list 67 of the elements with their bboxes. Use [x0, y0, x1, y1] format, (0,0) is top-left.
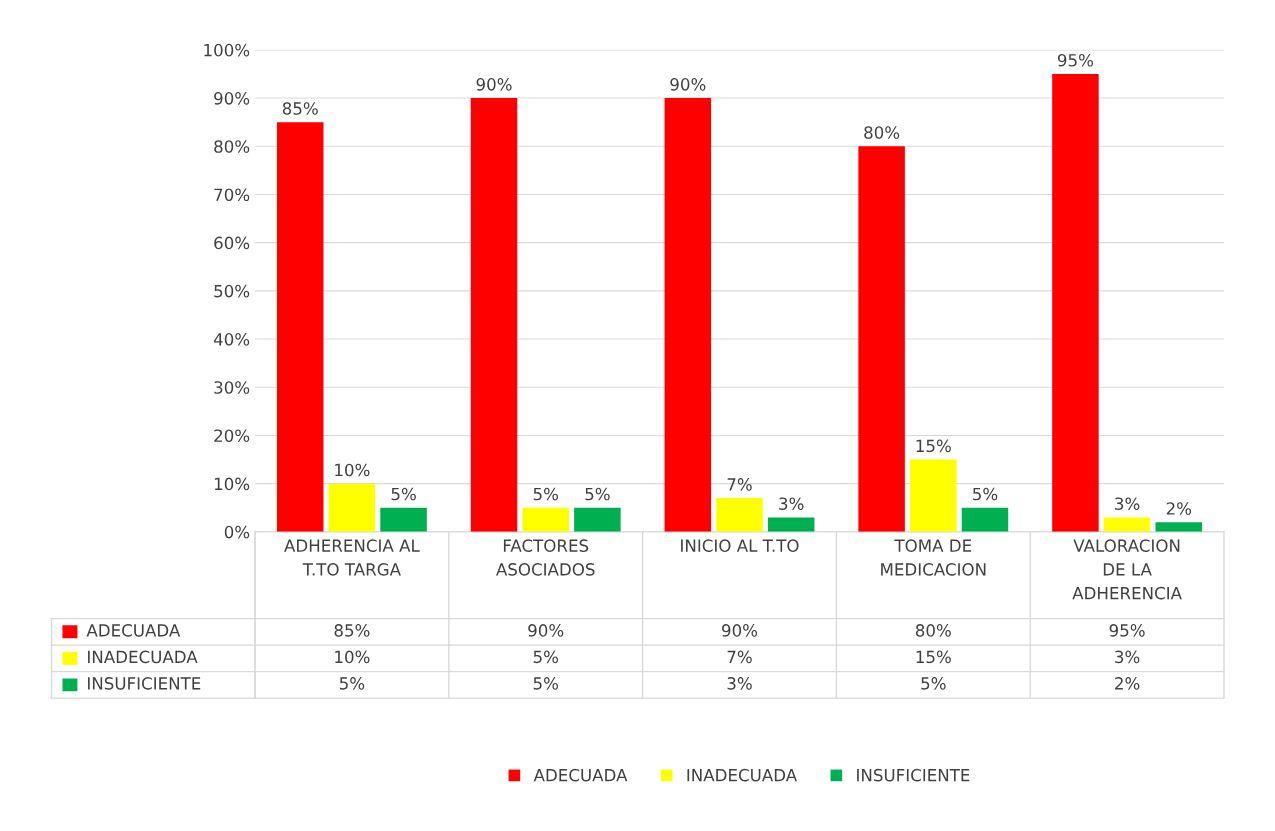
data-label: 2% [1115, 677, 1140, 690]
data-label: 15% [916, 650, 951, 664]
bar [1052, 73, 1099, 532]
legend-label: INSUFICIENTE [88, 677, 201, 690]
data-label: 5% [921, 677, 946, 690]
data-label: 95% [1109, 624, 1145, 637]
data-label: 90% [528, 624, 564, 637]
data-label: 7% [727, 650, 752, 664]
data-label: 5% [533, 650, 558, 664]
y-tick-label: 30% [214, 381, 250, 394]
text: 3% [779, 497, 804, 510]
text: 5% [391, 487, 416, 501]
text: 15% [916, 439, 951, 453]
bar [716, 498, 763, 532]
text: 3% [1115, 497, 1140, 510]
data-label: 90% [722, 624, 758, 637]
text: 5% [585, 487, 610, 501]
text: 90% [670, 78, 706, 91]
y-tick-label: 10% [214, 477, 250, 491]
y-tick-label: 70% [214, 188, 250, 202]
text: ADECUADA [533, 768, 628, 782]
x-tick-label: ADHERENCIA AL T.TO TARGA [284, 539, 420, 576]
data-label: 80% [915, 624, 951, 637]
x-tick-label: INICIO AL T.TO [681, 539, 799, 552]
bar [328, 483, 376, 532]
text: 10% [335, 463, 370, 477]
y-tick-label: 20% [214, 429, 250, 443]
bar [858, 146, 905, 532]
y-tick-label: 40% [213, 333, 250, 346]
legend-label: INADECUADA [88, 650, 198, 664]
text: 80% [864, 126, 900, 139]
data-label: 5% [533, 677, 558, 690]
text: INADECUADA [687, 768, 798, 782]
y-tick-label: 100% [204, 43, 250, 57]
data-label: 5% [339, 677, 365, 690]
y-tick-label: 50% [214, 284, 250, 298]
bar [574, 507, 621, 532]
text: 5% [533, 487, 558, 501]
data-label: 3% [1115, 650, 1140, 664]
x-tick-label: TOMA DE MEDICACION [881, 539, 986, 576]
bar [522, 507, 569, 532]
text: 7% [727, 478, 752, 491]
bar [1155, 522, 1203, 532]
y-tick-label: 0% [224, 525, 250, 539]
x-tick-label: VALORACION DE LA ADHERENCIA [1072, 539, 1182, 600]
bar [664, 98, 712, 532]
text: INSUFICIENTE [857, 768, 970, 782]
legend-label: ADECUADA [86, 624, 181, 637]
y-tick-label: 90% [214, 92, 250, 105]
bar [961, 507, 1009, 532]
text: 95% [1057, 53, 1094, 67]
data-label: 3% [727, 677, 752, 690]
data-label: 85% [334, 624, 370, 637]
x-tick-label: FACTORES ASOCIADOS [496, 539, 595, 576]
text: 85% [282, 102, 318, 115]
bar [767, 517, 815, 532]
bar [276, 122, 324, 532]
data-label: 10% [335, 650, 370, 664]
bar [470, 98, 518, 532]
bar [380, 507, 427, 532]
text: 2% [1166, 502, 1192, 515]
y-tick-label: 60% [214, 236, 250, 250]
y-tick-label: 80% [214, 140, 250, 153]
bar [1103, 517, 1151, 532]
bar [910, 459, 957, 532]
text: 5% [973, 487, 998, 501]
text: 90% [476, 78, 512, 91]
